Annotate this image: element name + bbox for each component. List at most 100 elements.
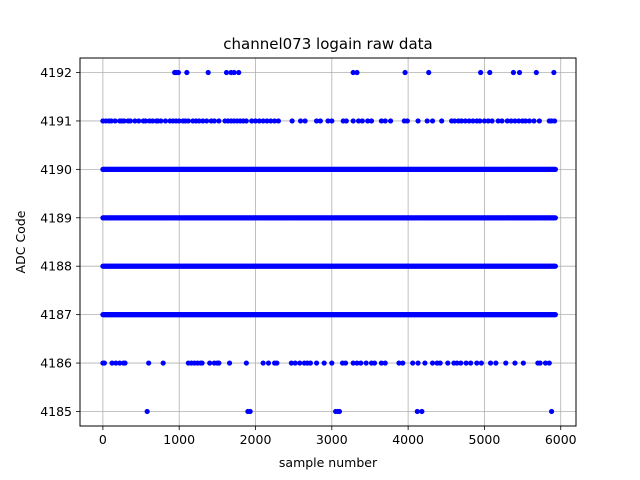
- data-point: [122, 360, 128, 366]
- data-point: [382, 118, 388, 124]
- data-point: [205, 69, 211, 76]
- data-point: [268, 118, 274, 124]
- data-point: [429, 360, 436, 366]
- data-point: [313, 360, 320, 366]
- data-point: [144, 408, 150, 415]
- data-point: [307, 360, 314, 366]
- data-point: [410, 360, 416, 366]
- y-tick-label: 4188: [40, 259, 72, 274]
- data-point: [371, 360, 378, 366]
- data-point: [478, 69, 484, 76]
- data-point: [275, 118, 281, 124]
- x-tick-label: 3000: [316, 432, 348, 447]
- data-point: [474, 360, 480, 366]
- data-point: [458, 118, 465, 124]
- data-point: [101, 360, 108, 366]
- data-point: [317, 118, 323, 124]
- data-point: [297, 360, 303, 366]
- data-point: [396, 360, 402, 366]
- data-point: [196, 118, 202, 124]
- data-point: [127, 118, 133, 124]
- data-point: [247, 408, 253, 415]
- data-point: [292, 360, 298, 366]
- data-point: [382, 360, 388, 366]
- data-point: [223, 69, 230, 76]
- data-point: [470, 118, 476, 124]
- data-point: [231, 69, 237, 76]
- data-point: [537, 360, 543, 366]
- data-point: [552, 263, 558, 269]
- data-point: [176, 118, 182, 124]
- data-point: [321, 360, 327, 366]
- data-point: [297, 118, 304, 124]
- data-point: [463, 360, 469, 366]
- data-point: [313, 118, 320, 124]
- data-point: [354, 69, 360, 76]
- data-point: [466, 118, 472, 124]
- x-tick-label: 2000: [240, 432, 272, 447]
- data-point: [143, 118, 149, 124]
- data-point: [252, 118, 259, 124]
- data-point: [260, 360, 266, 366]
- data-point: [523, 118, 529, 124]
- x-tick-label: 0: [99, 432, 107, 447]
- data-points: [100, 69, 558, 415]
- y-tick-label: 4186: [40, 356, 72, 371]
- y-tick-label: 4189: [40, 210, 72, 225]
- data-point: [302, 118, 308, 124]
- data-point: [452, 118, 458, 124]
- data-point: [551, 69, 557, 76]
- data-point: [503, 360, 509, 366]
- data-point: [533, 69, 539, 76]
- y-tick-label: 4192: [40, 65, 72, 80]
- data-point: [200, 118, 206, 124]
- data-point: [437, 360, 443, 366]
- data-point: [243, 118, 249, 124]
- data-point: [400, 360, 406, 366]
- data-point: [512, 118, 518, 124]
- data-point: [478, 360, 484, 366]
- data-point: [162, 118, 169, 124]
- data-point: [546, 360, 552, 366]
- data-point: [365, 118, 371, 124]
- y-tick-label: 4190: [40, 162, 72, 177]
- data-point: [462, 118, 468, 124]
- data-point: [477, 118, 483, 124]
- y-tick-label: 4185: [40, 404, 72, 419]
- data-point: [520, 360, 526, 366]
- data-point: [415, 360, 421, 366]
- x-tick-label: 4000: [392, 432, 424, 447]
- data-point: [117, 360, 123, 366]
- data-point: [342, 360, 349, 366]
- data-point: [211, 118, 217, 124]
- data-point: [350, 69, 356, 76]
- plot-area-frame: [79, 57, 577, 427]
- x-tick-label: 5000: [469, 432, 501, 447]
- data-point: [378, 118, 385, 124]
- data-point: [271, 118, 278, 124]
- data-point: [552, 312, 558, 318]
- data-point: [350, 360, 356, 366]
- y-axis-title: ADC Code: [13, 210, 28, 273]
- data-point: [439, 118, 445, 124]
- data-point: [489, 118, 495, 124]
- data-point: [329, 360, 335, 366]
- data-point: [485, 118, 491, 124]
- data-point: [329, 118, 335, 124]
- data-point: [109, 360, 115, 366]
- data-point: [336, 408, 343, 415]
- data-point: [158, 118, 164, 124]
- data-point: [113, 360, 119, 366]
- data-point: [516, 69, 523, 76]
- data-point: [325, 118, 331, 124]
- x-axis-title: sample number: [279, 455, 378, 470]
- data-point: [445, 360, 451, 366]
- data-point: [132, 118, 138, 124]
- axis-ticks: 0 1000 2000 3000 4000 5000 6000 4185 4186 4187 418…: [40, 65, 577, 447]
- data-point: [481, 118, 488, 124]
- data-point: [343, 118, 349, 124]
- data-point: [526, 118, 533, 124]
- data-point: [108, 118, 114, 124]
